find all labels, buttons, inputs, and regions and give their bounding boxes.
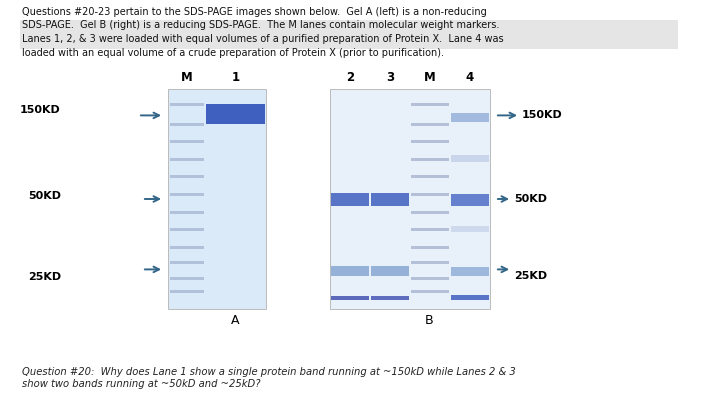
Bar <box>168 89 266 309</box>
Bar <box>170 123 204 126</box>
Bar <box>170 246 204 249</box>
Text: show two bands running at ~50kD and ~25kD?: show two bands running at ~50kD and ~25k… <box>22 379 261 389</box>
Text: 4: 4 <box>466 71 474 84</box>
Bar <box>451 226 489 232</box>
Bar <box>411 123 449 126</box>
Text: 1: 1 <box>231 71 240 84</box>
Bar <box>170 277 204 280</box>
Bar <box>371 266 409 276</box>
Text: M: M <box>180 71 192 84</box>
Bar <box>170 228 204 231</box>
Text: SDS-PAGE.  Gel B (right) is a reducing SDS-PAGE.  The M lanes contain molecular : SDS-PAGE. Gel B (right) is a reducing SD… <box>22 21 499 31</box>
Bar <box>371 296 409 300</box>
Bar <box>331 193 369 206</box>
Text: 150KD: 150KD <box>522 110 563 120</box>
Bar <box>330 89 490 309</box>
Bar <box>411 228 449 231</box>
Text: 150KD: 150KD <box>20 106 61 115</box>
Bar <box>170 158 204 161</box>
Text: Questions #20-23 pertain to the SDS-PAGE images shown below.  Gel A (left) is a : Questions #20-23 pertain to the SDS-PAGE… <box>22 7 486 17</box>
Text: Lanes 1, 2, & 3 were loaded with equal volumes of a purified preparation of Prot: Lanes 1, 2, & 3 were loaded with equal v… <box>22 34 503 44</box>
Text: 50KD: 50KD <box>28 191 61 201</box>
Text: Question #20:  Why does Lane 1 show a single protein band running at ~150kD whil: Question #20: Why does Lane 1 show a sin… <box>22 367 516 377</box>
Bar <box>411 140 449 143</box>
Text: A: A <box>231 314 239 327</box>
Bar <box>411 246 449 249</box>
Bar <box>170 176 204 178</box>
Text: loaded with an equal volume of a crude preparation of Protein X (prior to purifi: loaded with an equal volume of a crude p… <box>22 47 444 57</box>
Bar <box>451 155 489 162</box>
Text: B: B <box>425 314 434 327</box>
Bar <box>411 103 449 106</box>
Bar <box>331 296 369 300</box>
Bar <box>170 261 204 264</box>
Bar <box>371 193 409 206</box>
Bar <box>411 290 449 293</box>
Bar <box>170 193 204 196</box>
Text: 2: 2 <box>346 71 354 84</box>
Bar <box>411 211 449 214</box>
Bar <box>411 261 449 264</box>
Bar <box>411 277 449 280</box>
Bar <box>411 193 449 196</box>
Bar <box>170 211 204 214</box>
Text: 25KD: 25KD <box>514 272 547 282</box>
Bar <box>170 290 204 293</box>
Bar <box>411 176 449 178</box>
Bar <box>411 158 449 161</box>
Text: 25KD: 25KD <box>28 272 61 282</box>
Bar <box>451 267 489 276</box>
Bar <box>451 194 489 206</box>
Bar <box>20 21 678 49</box>
Bar <box>331 266 369 276</box>
Bar <box>451 295 489 300</box>
Text: 3: 3 <box>386 71 394 84</box>
Text: 50KD: 50KD <box>514 194 547 204</box>
Bar <box>170 103 204 106</box>
Bar <box>207 104 265 124</box>
Bar <box>170 140 204 143</box>
Text: M: M <box>424 71 436 84</box>
Bar <box>451 113 489 122</box>
